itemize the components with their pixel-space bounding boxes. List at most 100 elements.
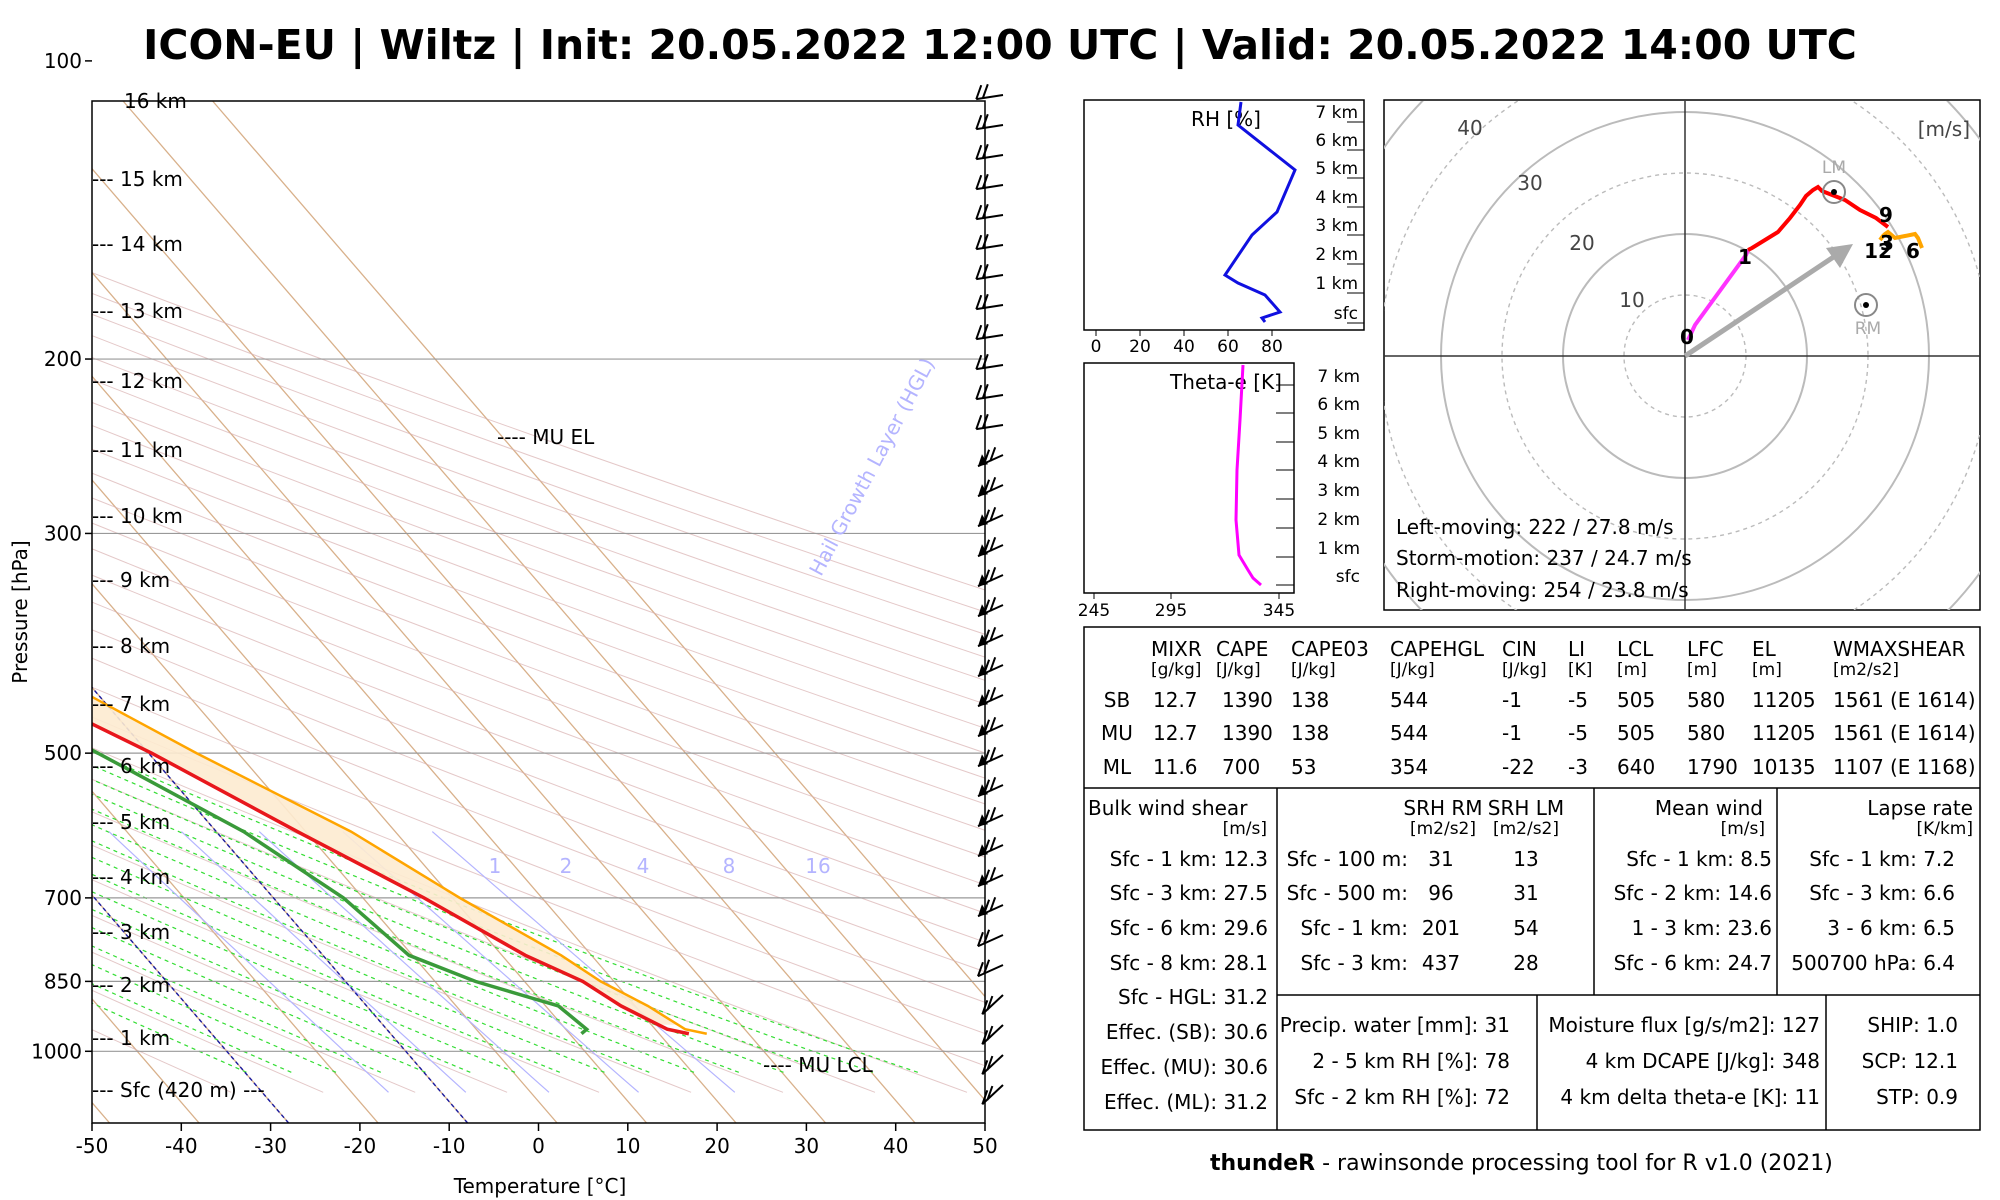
mean-wind-row: Sfc - 1 km: 8.5 — [1626, 847, 1772, 871]
table-cell: 1390 — [1222, 721, 1273, 745]
dry-adiabat — [92, 357, 985, 681]
misc-param: Moisture flux [g/s/m2]: 127 — [1548, 1013, 1820, 1037]
barb-flag — [981, 173, 989, 189]
rh-label: RH [%] — [1191, 107, 1261, 131]
barb-flag — [986, 1055, 994, 1071]
table-cell: 544 — [1390, 688, 1428, 712]
wind-barb — [975, 323, 1004, 341]
table-cell: 1790 — [1687, 755, 1738, 779]
rh-tick-label: 0 — [1091, 337, 1102, 357]
table-cell: -5 — [1568, 688, 1588, 712]
pressure-tick-label: 1000 — [31, 1039, 82, 1063]
wind-barb — [977, 836, 1004, 858]
mean-wind-unit: [m/s] — [1721, 819, 1765, 839]
table-cell: 138 — [1291, 721, 1329, 745]
barb-flag — [975, 114, 983, 130]
table-cell: (E 1614) — [1890, 721, 1976, 745]
hodo-point-label: 3 — [1880, 231, 1894, 255]
moist-adiabat — [92, 945, 382, 1073]
table-header: LI — [1568, 637, 1585, 661]
dry-adiabat — [92, 272, 985, 591]
x-axis-label: Temperature [°C] — [453, 1174, 627, 1198]
srh-lm-header: SRH LM — [1488, 796, 1564, 820]
mu-el-label: ---- MU EL — [497, 425, 595, 449]
index-param: SCP: 12.1 — [1862, 1049, 1958, 1073]
barb-pennant — [977, 694, 988, 707]
srh-rm-value: 31 — [1428, 847, 1453, 871]
pressure-tick-label: 200 — [44, 347, 82, 371]
isotherm — [92, 479, 648, 1123]
barb-flag — [981, 113, 989, 129]
storm-motion-arrow — [1683, 247, 1846, 359]
table-cell: 700 — [1222, 755, 1260, 779]
wind-barb — [975, 113, 1004, 131]
barb-staff — [976, 94, 1004, 101]
temperature-tick-label: 50 — [972, 1134, 997, 1158]
wind-barb — [977, 896, 1004, 918]
barb-flag — [989, 836, 997, 852]
barb-staff — [976, 424, 1004, 431]
barb-flag — [977, 931, 984, 947]
thetae-panel: Theta-e [K] 7 km 6 km 5 km 4 km 3 km 2 km 1 km… — [1078, 362, 1360, 621]
bulk-shear-row: Effec. (SB): 30.6 — [1106, 1020, 1268, 1044]
barb-flag — [989, 686, 997, 702]
table-cell: -5 — [1568, 721, 1588, 745]
table-unit: [m] — [1617, 660, 1647, 680]
wind-barb — [977, 536, 1004, 558]
wind-barb — [975, 353, 1004, 371]
barb-pennant — [977, 664, 988, 677]
mixing-ratio-label: 16 — [805, 854, 830, 878]
isotherm — [92, 375, 737, 1123]
barb-staff — [981, 1084, 1004, 1106]
barb-flag — [975, 174, 983, 190]
barb-flag — [983, 449, 991, 465]
rh-tick-label: 40 — [1173, 337, 1195, 357]
footer-text: - rawinsonde processing tool for R v1.0 … — [1315, 1151, 1833, 1176]
thetae-label: Theta-e [K] — [1169, 370, 1282, 394]
table-cell: -3 — [1568, 755, 1588, 779]
rh-height-label: 6 km — [1315, 131, 1358, 151]
srh-rm-value: 96 — [1428, 881, 1453, 905]
misc-param: 2 - 5 km RH [%]: 78 — [1312, 1049, 1510, 1073]
moist-adiabat — [92, 908, 471, 1073]
srh-rm-header: SRH RM — [1403, 796, 1482, 820]
barb-flag — [983, 809, 991, 825]
temperature-tick-label: -30 — [254, 1134, 287, 1158]
wind-barb — [975, 413, 1004, 431]
table-unit: [m] — [1687, 660, 1717, 680]
barb-flag — [989, 626, 997, 642]
table-cell: 640 — [1617, 755, 1655, 779]
wind-barb — [977, 656, 1004, 678]
hodo-ring-label: 10 — [1619, 288, 1644, 312]
left-moving-text: Left-moving: 222 / 27.8 m/s — [1396, 515, 1674, 539]
misc-param: 4 km delta theta-e [K]: 11 — [1560, 1085, 1820, 1109]
mixing-ratio-label: 4 — [637, 854, 650, 878]
pressure-tick-label: 500 — [44, 741, 82, 765]
barb-flag — [981, 1059, 989, 1075]
table-header: CAPE03 — [1291, 637, 1369, 661]
thetae-profile — [1234, 364, 1262, 587]
isotherm — [122, 101, 985, 1102]
barb-staff — [981, 1024, 1004, 1046]
barb-flag — [981, 83, 989, 99]
height-label: --- 15 km — [92, 167, 183, 191]
rh-tick-label: 80 — [1261, 337, 1283, 357]
height-label: --- 8 km — [92, 634, 170, 658]
barb-flag — [989, 476, 997, 492]
hodo-point-label: 6 — [1906, 239, 1920, 263]
dry-adiabat — [92, 879, 600, 1093]
table-unit: [J/kg] — [1502, 660, 1547, 680]
lapse-rate-row: Sfc - 1 km: 7.2 — [1809, 847, 1955, 871]
dry-adiabat — [92, 335, 985, 658]
srh-lm-value: 13 — [1513, 847, 1538, 871]
temperature-line — [92, 721, 690, 1036]
temperature-tick-label: -50 — [76, 1134, 109, 1158]
parcel-line — [92, 695, 708, 1035]
lm-dot — [1831, 189, 1837, 195]
dry-adiabat — [92, 844, 692, 1093]
dewpoint-line — [92, 748, 590, 1036]
table-unit: [m] — [1752, 660, 1782, 680]
moist-adiabat — [92, 751, 918, 1073]
barb-flag — [986, 1025, 994, 1041]
